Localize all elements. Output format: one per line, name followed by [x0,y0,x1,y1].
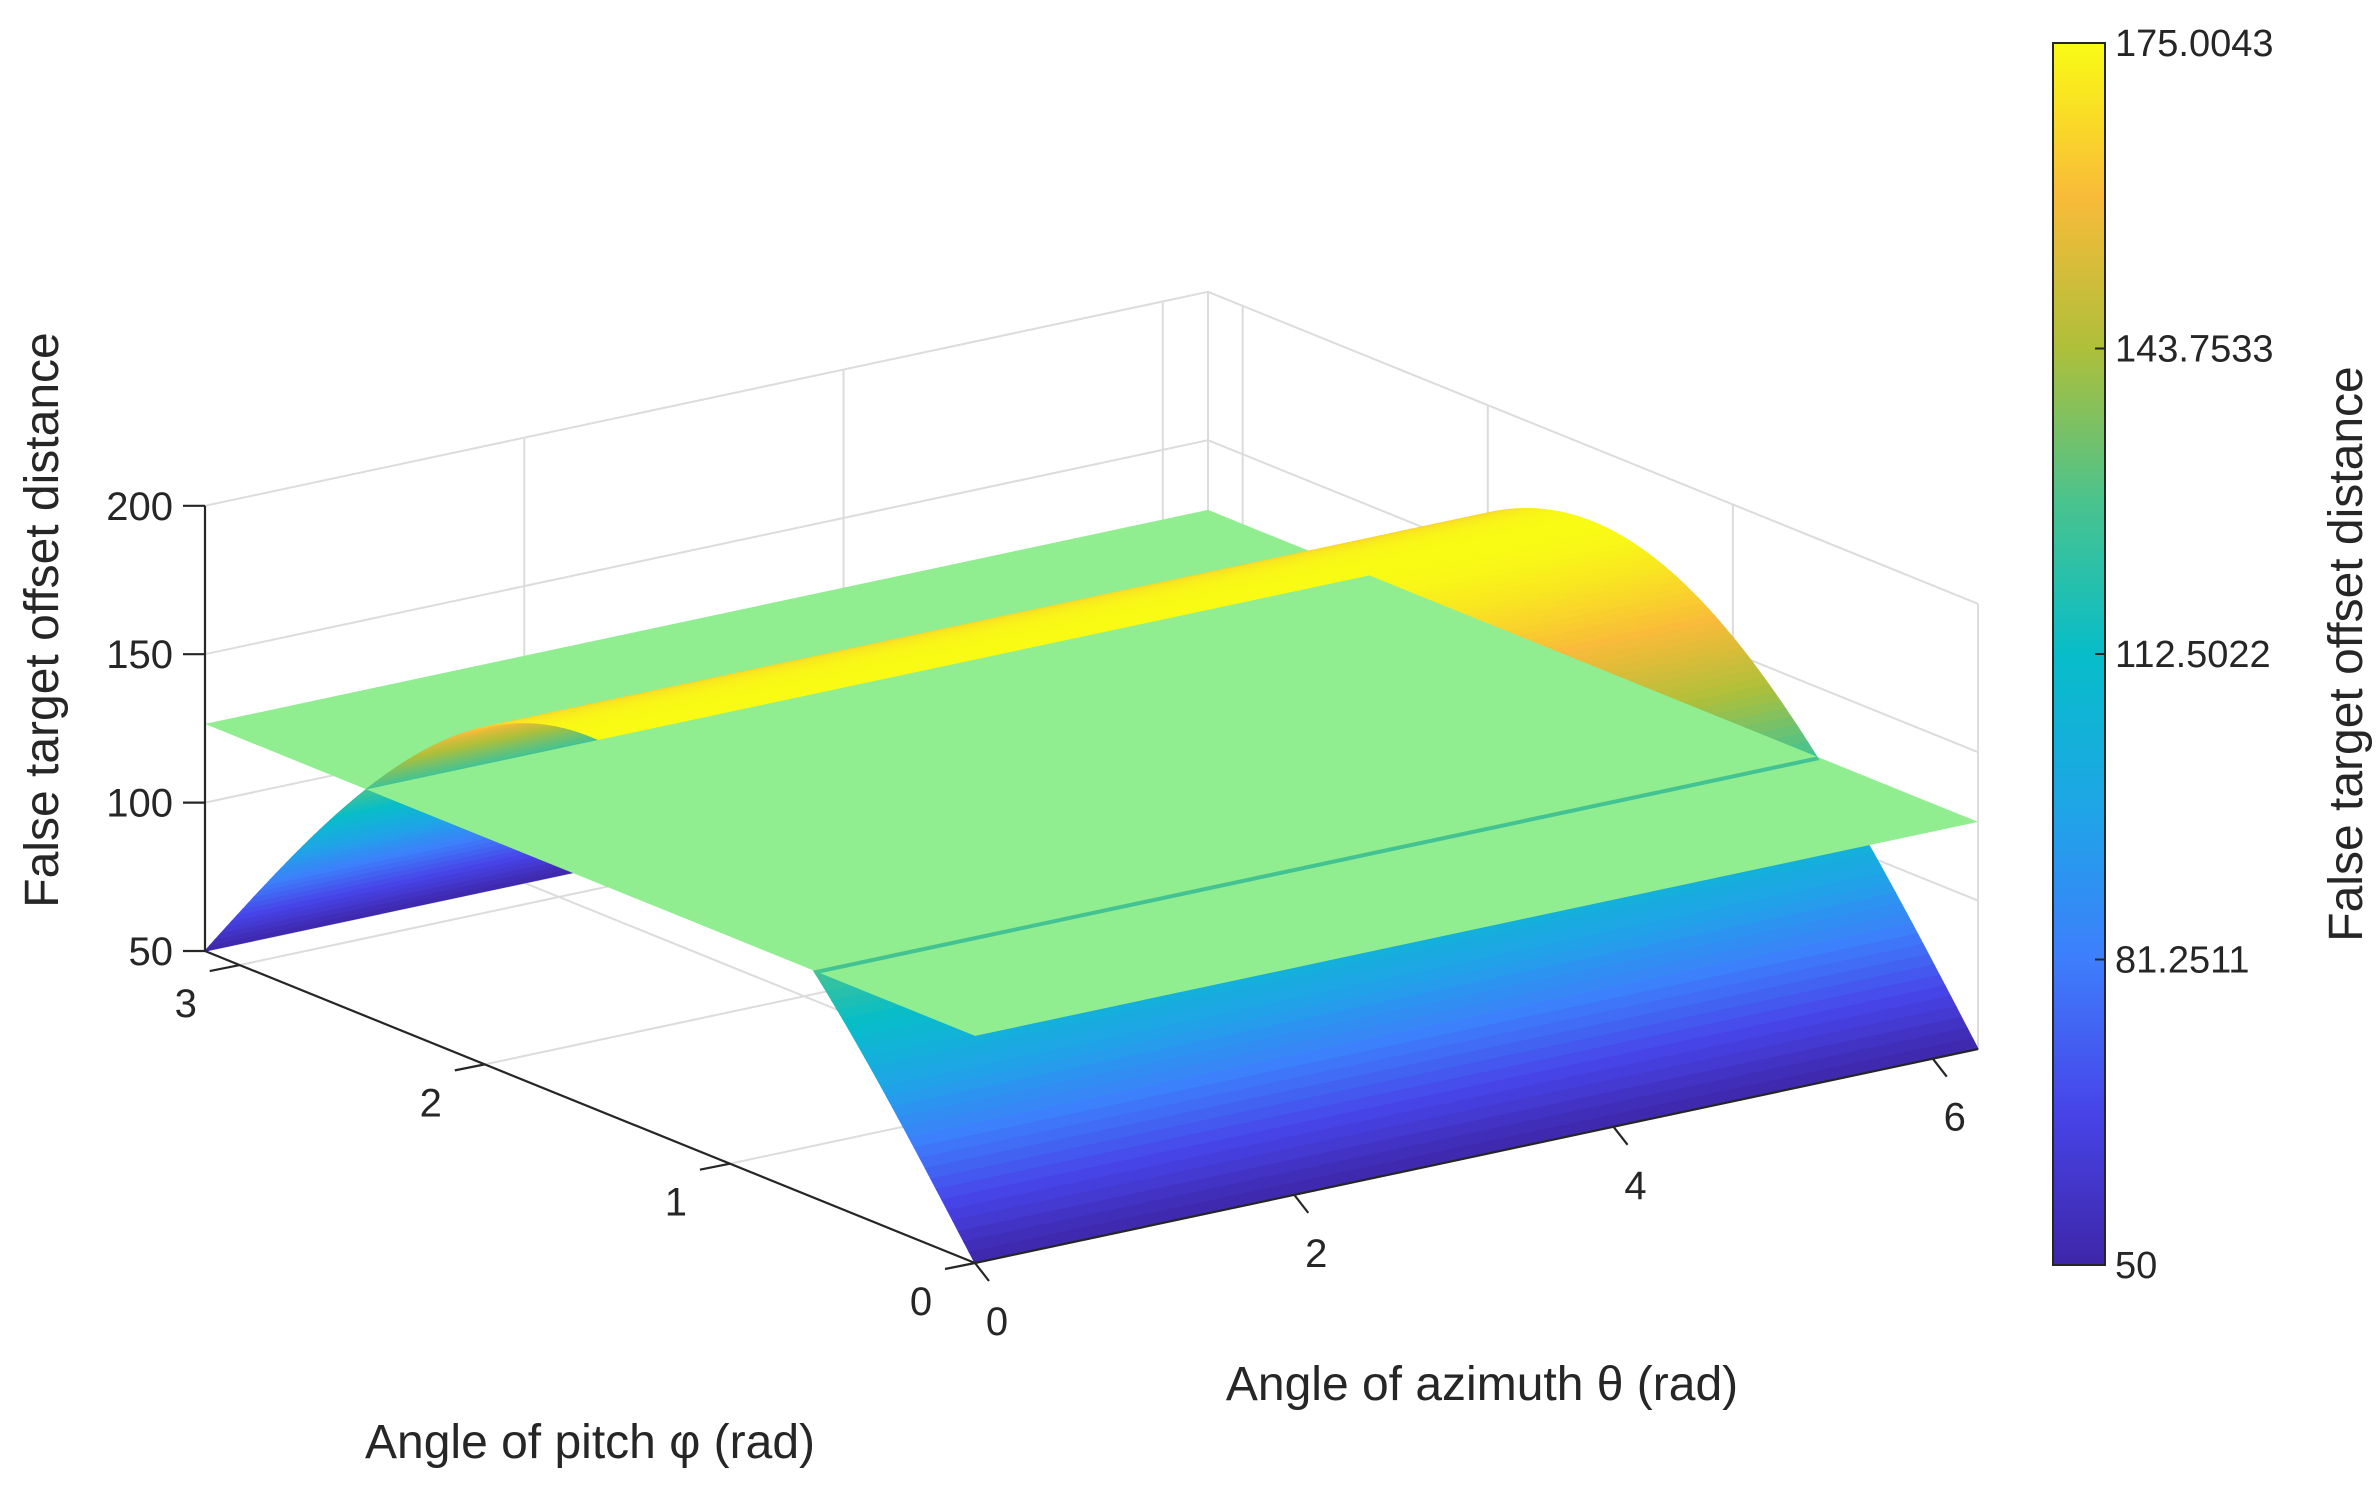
z-tick-label: 50 [129,930,174,974]
axes-ticks: 50 100 150 200 0 1 2 3 0 2 4 6 [106,485,1979,1344]
colorbar-ticks: 50 81.2511 112.5022 143.7533 175.0043 [2095,23,2274,1287]
x-tick [974,1262,990,1282]
colorbar-label: False target offset distance [2320,366,2373,941]
x-axis-line [974,1047,1979,1265]
colorbar: 50 81.2511 112.5022 143.7533 175.0043 False … [2052,23,2373,1287]
plane-middle-segment [366,575,1817,971]
x-axis-label: Angle of azimuth θ (rad) [1226,1358,1738,1411]
colorbar-tick-label: 112.5022 [2115,634,2271,676]
y-tick [454,1063,486,1072]
plane-back [205,509,1978,1036]
x-tick [1293,1194,1310,1214]
y-tick [944,1261,976,1271]
y-axis-line [204,949,976,1265]
x-tick [1931,1057,1948,1078]
z-tick-label: 100 [106,782,173,826]
x-tick-label: 0 [986,1300,1008,1344]
plane-back-segment [205,509,1370,790]
x-tick-label: 4 [1624,1164,1646,1208]
y-tick-label: 3 [175,982,197,1026]
x-tick-label: 6 [1944,1096,1966,1140]
colorbar-tick-label: 143.7533 [2115,328,2274,370]
colorbar-tick-label: 81.2511 [2115,939,2250,981]
y-tick-label: 0 [910,1280,932,1324]
x-tick-label: 2 [1305,1232,1327,1276]
colorbar-tick-label: 50 [2115,1245,2157,1287]
x-tick [1612,1126,1629,1146]
plane-front-segment [813,756,1978,1036]
y-tick [209,963,240,973]
y-tick-label: 1 [665,1181,687,1225]
plane-front [366,575,1817,971]
y-tick [699,1162,731,1171]
colorbar-ramp [2052,42,2106,1266]
z-tick-label: 200 [106,485,173,529]
z-tick-label: 150 [106,633,173,677]
y-axis-label: Angle of pitch φ (rad) [365,1416,815,1469]
z-axis-label: False target offset distance [16,332,69,907]
y-tick-label: 2 [420,1081,442,1125]
colorbar-tick-label: 175.0043 [2115,23,2274,65]
